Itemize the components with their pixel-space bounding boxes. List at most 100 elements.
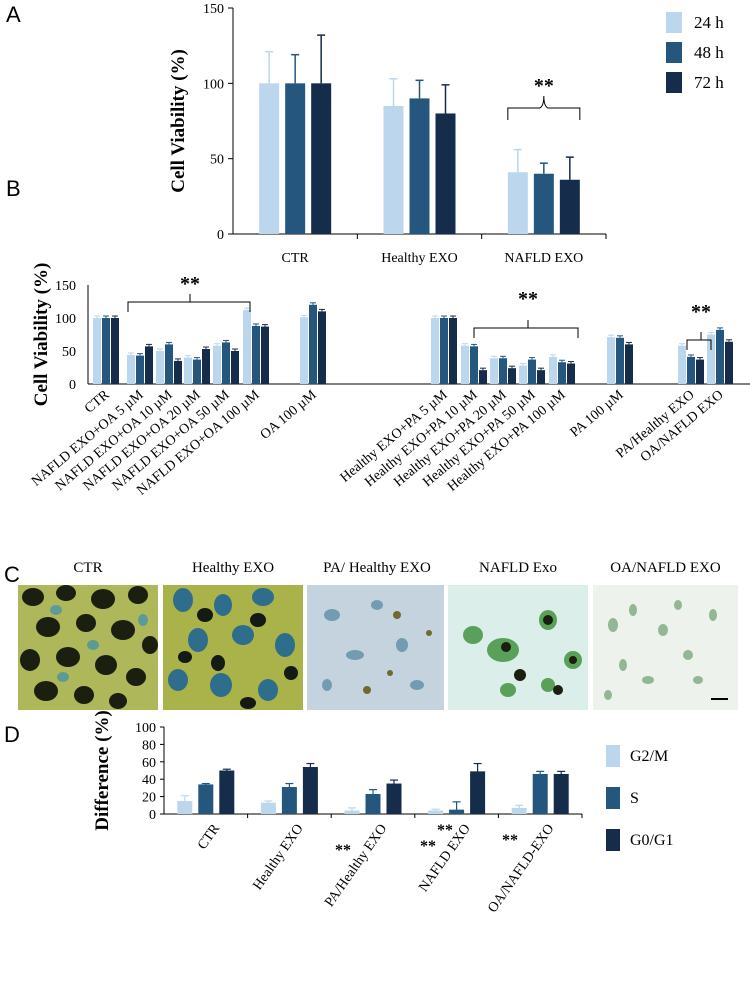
legend-swatch [606, 829, 620, 851]
bar [261, 326, 269, 384]
bar [528, 359, 536, 384]
legend-swatch [666, 42, 682, 63]
y-tick-label: 60 [142, 756, 156, 771]
significance-mark: ** [691, 301, 711, 323]
y-axis-label: Cell Viability (%) [168, 49, 189, 193]
bar [383, 105, 404, 234]
y-tick-label: 100 [135, 721, 156, 736]
bar [558, 362, 566, 384]
y-tick-label: 50 [210, 153, 224, 168]
bar [165, 344, 173, 384]
panel-letter-d: D [4, 722, 20, 747]
category-label: Healthy EXO [250, 822, 306, 893]
bar [311, 83, 332, 234]
bar [696, 359, 704, 384]
bar [156, 351, 164, 384]
y-tick-label: 20 [142, 791, 156, 806]
bar [519, 365, 527, 384]
bar [461, 345, 469, 384]
bar [625, 344, 633, 384]
y-tick-label: 80 [142, 738, 156, 753]
micrograph-nafld-exo [448, 585, 588, 710]
legend-label: 24 h [694, 13, 724, 32]
bar [616, 337, 624, 384]
bar [202, 349, 210, 384]
bar [213, 345, 221, 384]
legend-label: G0/G1 [630, 832, 674, 849]
category-label: PA/Healthy EXO [322, 822, 390, 910]
significance-mark: ** [437, 822, 453, 839]
y-axis-label: Difference (%) [92, 710, 113, 830]
bar [678, 345, 686, 384]
bar [136, 355, 144, 384]
bar [511, 807, 527, 814]
bar [127, 354, 135, 384]
bar [252, 325, 260, 384]
bar [449, 318, 457, 384]
y-tick-label: 100 [203, 77, 224, 92]
y-tick-label: 40 [142, 773, 156, 788]
bar [553, 773, 569, 814]
micrograph-ctr [18, 585, 158, 710]
bar [440, 318, 448, 384]
bar [716, 329, 724, 384]
category-label: CTR [282, 251, 310, 266]
bar [507, 172, 528, 234]
micrograph-title-5: OA/NAFLD EXO [610, 560, 721, 576]
bar [184, 357, 192, 384]
bar [302, 767, 318, 814]
bar [198, 784, 214, 814]
significance-bracket [686, 339, 712, 350]
bar [193, 359, 201, 384]
bar [479, 370, 487, 384]
y-tick-label: 150 [203, 2, 224, 17]
bar [93, 318, 101, 384]
y-axis-label: Cell Viability (%) [31, 263, 52, 407]
bar [537, 370, 545, 384]
bar [707, 334, 715, 384]
bar [428, 810, 444, 814]
bar [409, 98, 430, 235]
bar [431, 318, 439, 384]
bar [309, 304, 317, 384]
bar [243, 310, 251, 384]
bar [260, 802, 276, 814]
micrograph-title-3: PA/ Healthy EXO [323, 560, 431, 576]
panel-letter-a: A [6, 2, 21, 27]
bar [300, 317, 308, 384]
y-tick-label: 0 [217, 228, 224, 243]
panel-letter-c: C [4, 562, 20, 587]
significance-mark: ** [420, 838, 436, 855]
bar [386, 783, 402, 814]
bar [145, 346, 153, 384]
significance-mark: ** [534, 75, 554, 97]
micrograph-title-2: Healthy EXO [191, 560, 275, 576]
significance-mark: ** [518, 288, 538, 310]
bar [607, 337, 615, 384]
micrograph-title-4: NAFLD Exo [479, 560, 557, 576]
legend-swatch [666, 12, 682, 33]
legend-label: G2/M [630, 748, 668, 765]
category-label: CTR [195, 821, 223, 852]
bar [533, 173, 554, 234]
category-label: OA/NAFLD-EXO [485, 822, 557, 916]
legend-label: 48 h [694, 43, 724, 62]
bar [285, 83, 306, 234]
y-tick-label: 0 [149, 808, 156, 823]
bar [532, 773, 548, 814]
bar [102, 318, 110, 384]
micrograph-healthy-exo [163, 585, 303, 710]
significance-mark: ** [335, 842, 351, 859]
bar [499, 358, 507, 384]
bar [435, 113, 456, 234]
chart-a: 0 50 100 150 Cell Viability (%) CTR Healthy EX… [168, 2, 724, 266]
bar [318, 311, 326, 384]
bar [549, 356, 557, 384]
category-label: Healthy EXO [381, 251, 458, 266]
bar [222, 342, 230, 384]
micrograph-oa-nafld-exo [593, 585, 738, 710]
panel-letter-b: B [6, 176, 21, 201]
legend-swatch [606, 745, 620, 767]
y-tick-label: 100 [55, 312, 76, 327]
